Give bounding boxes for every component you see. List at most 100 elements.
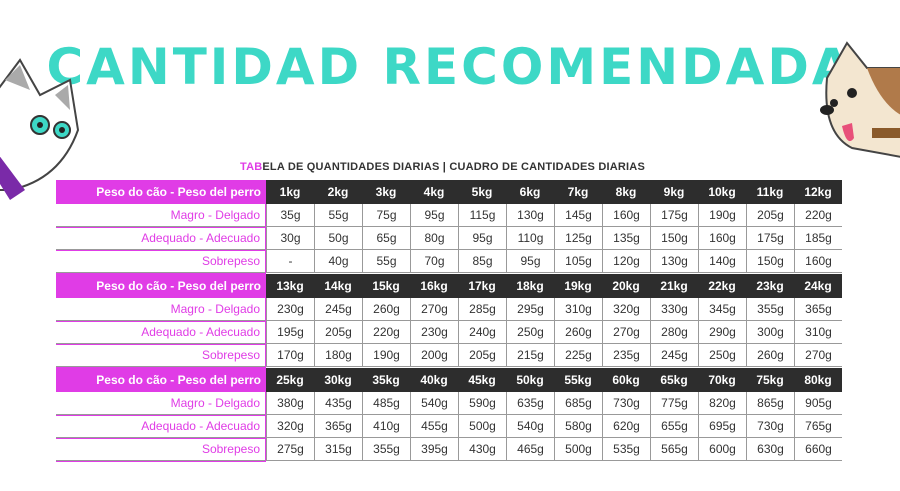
row-label: Adequado - Adecuado (56, 415, 266, 439)
table-cell: 685g (554, 392, 602, 414)
weight-header: 30kg (324, 373, 352, 387)
weight-header: 55kg (564, 373, 592, 387)
table-title: TABELA DE QUANTIDADES DIARIAS | CUADRO D… (240, 161, 645, 173)
table-cell: 620g (602, 415, 650, 437)
weight-header: 50kg (516, 373, 544, 387)
table-cell: 635g (506, 392, 554, 414)
weight-header: 4kg (423, 185, 445, 199)
weight-header: 17kg (468, 279, 496, 293)
weight-header: 13kg (276, 279, 304, 293)
table-cell: 310g (794, 321, 842, 343)
table-header-row: Peso do cão - Peso del perro 1kg 2kg 3kg 4kg… (56, 180, 842, 204)
table-cell: 600g (698, 438, 746, 460)
table-cell: 535g (602, 438, 650, 460)
header-label: Peso do cão - Peso del perro (56, 180, 266, 204)
table-cell: 775g (650, 392, 698, 414)
table-block-2: Peso do cão - Peso del perro 13kg 14kg 15kg… (56, 274, 842, 368)
table-row: Adequado - Adecuado 195g 205g 220g 230g 240g 2… (56, 321, 842, 345)
weight-header: 6kg (519, 185, 541, 199)
table-cell: 250g (698, 344, 746, 366)
table-cell: 55g (362, 250, 410, 272)
weight-header: 60kg (612, 373, 640, 387)
table-cell: 270g (410, 298, 458, 320)
table-cell: 395g (410, 438, 458, 460)
table-cell: 430g (458, 438, 506, 460)
weight-header: 14kg (324, 279, 352, 293)
table-cell: 65g (362, 227, 410, 249)
table-cell: 500g (554, 438, 602, 460)
table-cell: 660g (794, 438, 842, 460)
table-cell: 35g (266, 204, 314, 226)
table-cell: 205g (746, 204, 794, 226)
table-row: Sobrepeso -40g 55g 70g 85g 95g 105g 120g 130g 140… (56, 250, 842, 274)
table-cell: 500g (458, 415, 506, 437)
table-cell: 590g (458, 392, 506, 414)
table-cell: 565g (650, 438, 698, 460)
table-cell: 160g (602, 204, 650, 226)
table-cell: 215g (506, 344, 554, 366)
weight-header: 2kg (327, 185, 349, 199)
table-cell: 40g (314, 250, 362, 272)
table-cell: 245g (314, 298, 362, 320)
weight-header: 9kg (663, 185, 685, 199)
table-cell: 260g (746, 344, 794, 366)
table-cell: 95g (410, 204, 458, 226)
row-label: Adequado - Adecuado (56, 321, 266, 345)
table-cell: 320g (602, 298, 650, 320)
table-cell: 280g (650, 321, 698, 343)
table-cell: 110g (506, 227, 554, 249)
header-label: Peso do cão - Peso del perro (56, 368, 266, 392)
table-cell: 540g (410, 392, 458, 414)
table-cell: 80g (410, 227, 458, 249)
table-cell: 140g (698, 250, 746, 272)
page-title: CANTIDAD RECOMENDADA (46, 38, 854, 96)
weight-header: 70kg (708, 373, 736, 387)
row-label: Sobrepeso (56, 250, 266, 274)
table-cell: 170g (266, 344, 314, 366)
table-cell: 220g (362, 321, 410, 343)
weight-header: 12kg (804, 185, 832, 199)
weight-header: 10kg (708, 185, 736, 199)
table-cell: 270g (794, 344, 842, 366)
table-cell: 250g (506, 321, 554, 343)
cat-icon (0, 58, 80, 200)
weight-header: 80kg (804, 373, 832, 387)
table-cell: 180g (314, 344, 362, 366)
table-cell: 765g (794, 415, 842, 437)
table-cell: 310g (554, 298, 602, 320)
table-cell: 160g (698, 227, 746, 249)
table-cell: 75g (362, 204, 410, 226)
table-cell: 225g (554, 344, 602, 366)
table-cell: 245g (650, 344, 698, 366)
weight-header: 7kg (567, 185, 589, 199)
row-label: Magro - Delgado (56, 298, 266, 322)
table-block-1: Peso do cão - Peso del perro 1kg 2kg 3kg 4kg… (56, 180, 842, 274)
table-cell: 435g (314, 392, 362, 414)
table-row: Magro - Delgado 35g 55g 75g 95g 115g 130g 145g 1… (56, 204, 842, 228)
weight-header: 5kg (471, 185, 493, 199)
table-cell: 730g (602, 392, 650, 414)
table-cell: 275g (266, 438, 314, 460)
weight-header: 21kg (660, 279, 688, 293)
weight-header: 8kg (615, 185, 637, 199)
table-cell: 330g (650, 298, 698, 320)
table-cell: 240g (458, 321, 506, 343)
table-cell: 905g (794, 392, 842, 414)
table-title-rest: ELA DE QUANTIDADES DIARIAS | CUADRO DE C… (262, 161, 645, 173)
table-row: Magro - Delgado 380g 435g 485g 540g 590g 635g 6… (56, 392, 842, 416)
weight-header: 22kg (708, 279, 736, 293)
table-cell: 730g (746, 415, 794, 437)
header-label: Peso do cão - Peso del perro (56, 274, 266, 298)
weight-header: 25kg (276, 373, 304, 387)
table-cell: 285g (458, 298, 506, 320)
table-cell: 820g (698, 392, 746, 414)
row-label: Sobrepeso (56, 438, 266, 462)
table-row: Sobrepeso 275g 315g 355g 395g 430g 465g 500g 535… (56, 438, 842, 462)
table-cell: 365g (314, 415, 362, 437)
weight-header: 65kg (660, 373, 688, 387)
table-cell: 270g (602, 321, 650, 343)
weight-header: 45kg (468, 373, 496, 387)
table-cell: 380g (266, 392, 314, 414)
table-cell: 150g (746, 250, 794, 272)
table-cell: 70g (410, 250, 458, 272)
